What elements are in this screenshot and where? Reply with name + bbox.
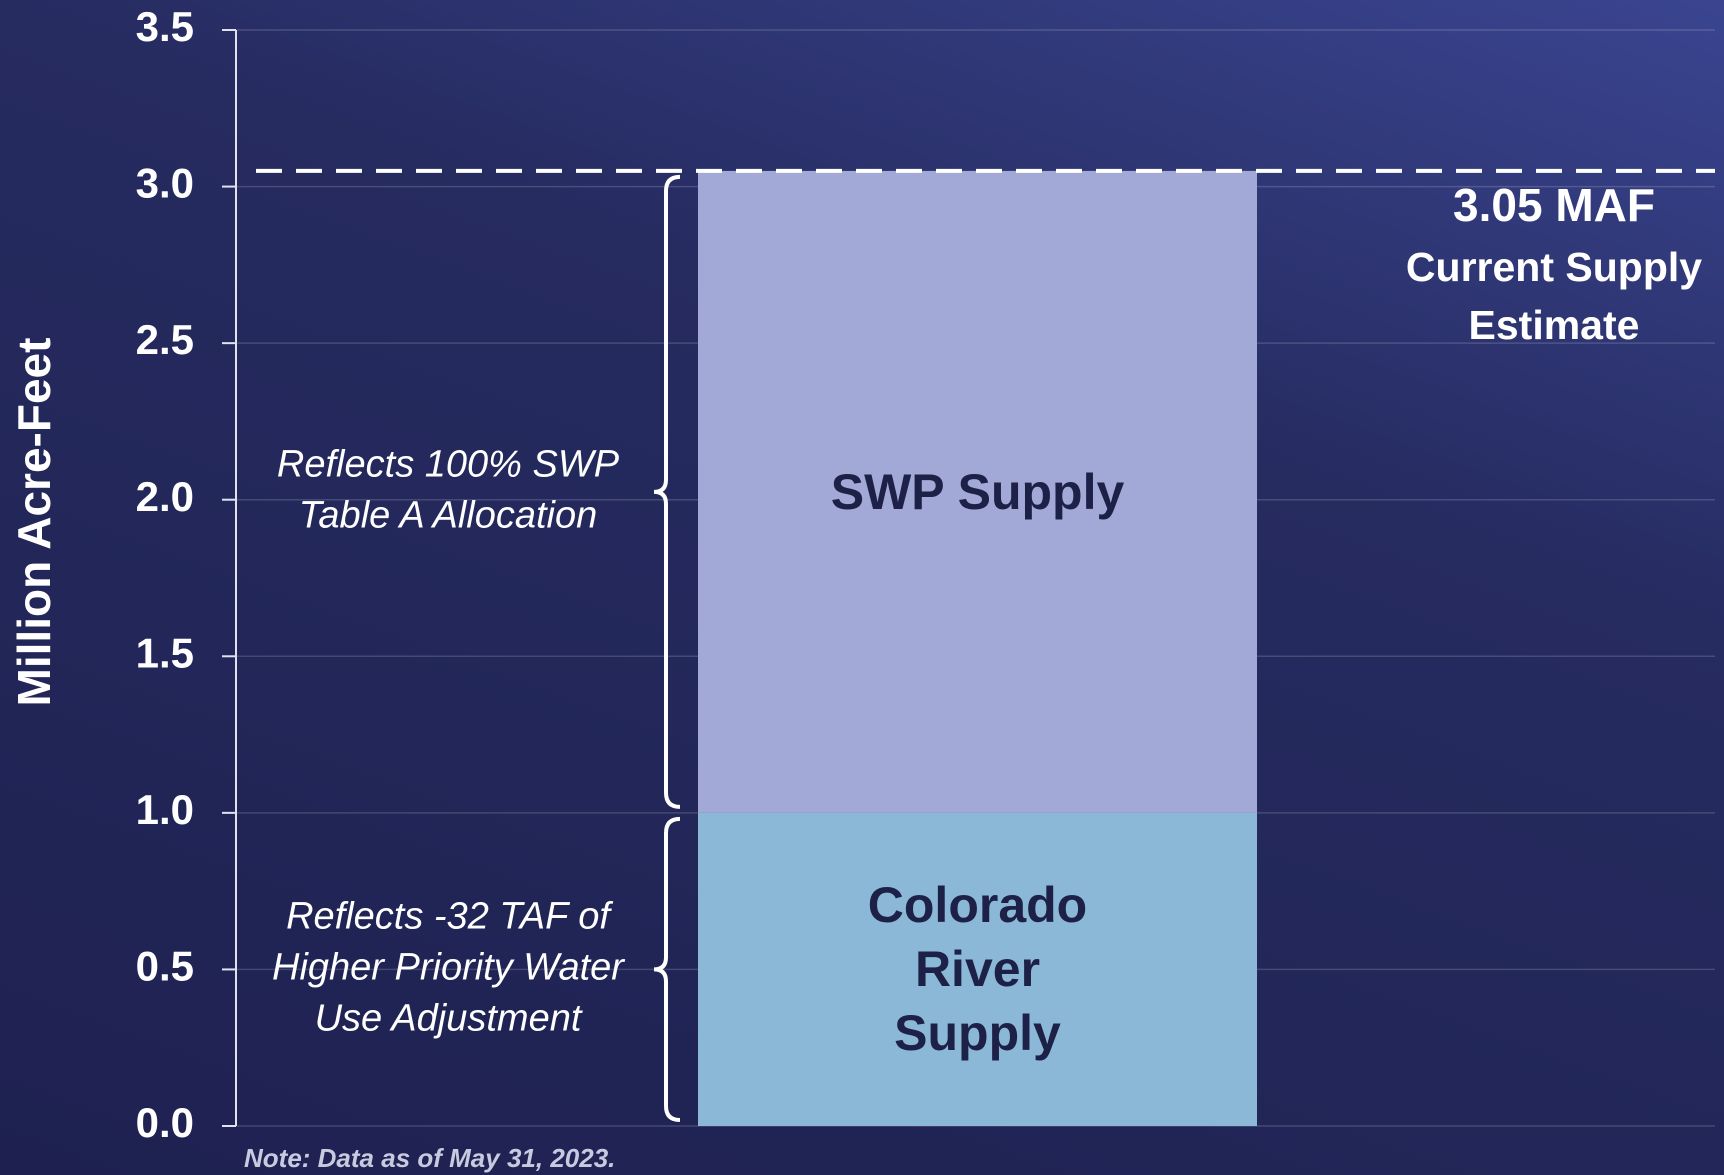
y-tick-label: 1.5 (136, 629, 194, 676)
annotation: Reflects 100% SWP (277, 443, 620, 485)
annotation: Reflects -32 TAF of (286, 895, 613, 937)
segment-label: Colorado River Supply (867, 877, 1088, 1062)
y-tick-label: 0.5 (136, 943, 194, 990)
annotation: Table A Allocation (299, 494, 598, 536)
y-tick-label: 1.0 (136, 786, 194, 833)
y-tick-label: 2.5 (136, 316, 194, 363)
bar-segment (698, 812, 1257, 1126)
segment-label: SWP Supply (830, 463, 1125, 520)
y-axis-label: Million Acre-Feet (8, 338, 60, 707)
y-tick-label: 3.5 (136, 3, 194, 50)
annotation: Use Adjustment (315, 997, 583, 1039)
annotation: Higher Priority Water (272, 946, 625, 988)
reference-label: 3.05 MAF (1453, 179, 1655, 231)
reference-text: Estimate (1469, 302, 1640, 348)
reference-text: Current Supply (1406, 244, 1702, 290)
y-tick-label: 0.0 (136, 1099, 194, 1146)
y-tick-label: 2.0 (136, 473, 194, 520)
note: Note: Data as of May 31, 2023. (244, 1143, 615, 1173)
y-tick-label: 3.0 (136, 160, 194, 207)
brace (653, 174, 681, 809)
brace (653, 816, 681, 1122)
bar-segment (698, 170, 1257, 813)
